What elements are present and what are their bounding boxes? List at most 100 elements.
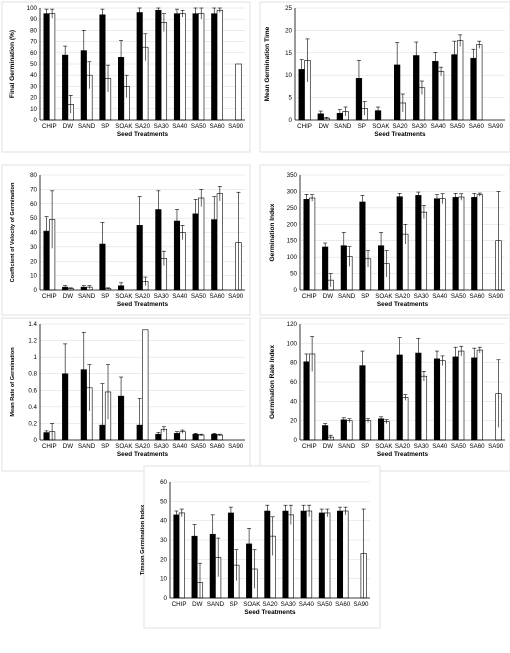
x-tick-label: SA50: [451, 443, 467, 450]
x-tick-label: SA20: [135, 123, 151, 130]
bar-sa60-s1: [337, 510, 343, 599]
x-tick-label: CHIP: [297, 123, 312, 130]
y-tick-label: 20: [290, 418, 297, 425]
bar-sa40-s2: [437, 71, 445, 121]
y-tick-label: 300: [287, 188, 298, 195]
bar-sa50-s1: [318, 512, 325, 599]
bar-chip-s1: [173, 514, 180, 599]
x-tick-label: SA50: [191, 293, 207, 300]
y-axis-title: Germination Rate Index: [269, 345, 276, 419]
bar-sa60-s1: [471, 197, 478, 291]
y-tick-label: 20: [30, 258, 37, 265]
x-axis-title: Seed Treatments: [117, 451, 169, 458]
bar-sa40-s2: [179, 13, 186, 121]
y-tick-label: 350: [287, 172, 298, 179]
x-tick-label: DW: [323, 293, 333, 300]
chart-panel-5: 0 0.2 0.4 0.6 0.8 1 1.2 1.4 CHIP DW SAND SP SOAK SA20…: [1, 317, 251, 472]
bar-dw-s1: [322, 425, 329, 441]
bar-sa20-s2: [142, 329, 149, 441]
y-tick-label: 50: [30, 215, 37, 222]
bar-sa90-s2: [235, 63, 242, 121]
y-axis-title: Timson Germination Index: [140, 504, 146, 575]
y-tick-label: 25: [285, 5, 292, 12]
x-tick-label: SA30: [154, 293, 170, 300]
x-tick-label: SAND: [78, 293, 96, 300]
x-tick-label: SA20: [135, 443, 151, 450]
x-tick-label: SP: [361, 293, 369, 300]
y-tick-label: 15: [285, 50, 292, 57]
x-tick-label: CHIP: [42, 293, 57, 300]
y-tick-label: 80: [30, 27, 37, 34]
bar-chip-s1: [303, 361, 310, 441]
y-axis-title: Mean Rate of Germination: [10, 347, 16, 417]
y-tick-label: 40: [290, 398, 297, 405]
y-tick-label: 150: [287, 238, 298, 245]
bar-chip-s2: [178, 512, 185, 599]
bar-sa60-s1: [211, 13, 218, 121]
x-tick-label: SA50: [191, 123, 207, 130]
x-tick-label: SP: [101, 123, 109, 130]
x-tick-label: SA90: [228, 293, 244, 300]
bar-sa50-s1: [192, 433, 199, 441]
y-tick-label: 1: [34, 354, 38, 361]
y-tick-label: 0.2: [28, 420, 37, 427]
x-tick-label: SA20: [395, 293, 411, 300]
x-tick-label: SA30: [154, 123, 170, 130]
x-tick-label: DW: [63, 123, 73, 130]
bar-sa50-s1: [452, 356, 459, 441]
x-tick-label: SA90: [488, 123, 504, 130]
y-tick-label: 0: [294, 287, 298, 294]
y-tick-label: 30: [30, 83, 37, 90]
y-tick-label: 60: [290, 379, 297, 386]
bar-sa40-s2: [439, 198, 446, 291]
x-tick-label: DW: [63, 443, 73, 450]
y-tick-label: 20: [30, 95, 37, 102]
bar-chip-s1: [303, 199, 310, 291]
x-tick-label: SP: [230, 601, 238, 608]
bar-sa30-s1: [415, 195, 422, 291]
y-tick-label: 10: [285, 72, 292, 79]
y-tick-label: 70: [30, 186, 37, 193]
bar-sa50-s2: [198, 197, 205, 291]
x-tick-label: SA30: [414, 443, 430, 450]
bar-sa30-s1: [282, 510, 289, 599]
x-axis-title: Seed Treatments: [377, 301, 429, 308]
bar-sa30-s2: [287, 514, 294, 599]
x-tick-label: SA20: [262, 601, 278, 608]
y-tick-label: 50: [160, 498, 167, 505]
bar-sa50-s2: [198, 13, 205, 121]
chart-frame: [1, 317, 251, 472]
bar-chip-s1: [43, 13, 50, 121]
chart-panel-7: 0 10 20 30 40 50 60 CHIP DW SAND SP SOAK SA20 SA30 SA4…: [140, 465, 381, 629]
x-axis-title: Seed Treatments: [117, 301, 169, 308]
x-tick-label: SA90: [228, 123, 244, 130]
chart-panel-3: 0 10 20 30 40 50 60 70 80 CHIP DW SAND SP SOAK SA20 SA3…: [1, 164, 251, 316]
x-tick-label: SOAK: [115, 293, 133, 300]
y-tick-label: 100: [287, 340, 298, 347]
x-tick-label: SOAK: [375, 293, 393, 300]
bar-sa60-s1: [211, 433, 218, 441]
x-tick-label: SA20: [135, 293, 151, 300]
bar-sp-s2: [364, 420, 372, 441]
x-tick-label: CHIP: [302, 293, 317, 300]
bar-sand-s1: [340, 419, 347, 441]
bar-sa50-s2: [458, 196, 465, 291]
x-tick-label: SOAK: [372, 123, 390, 130]
bar-sa30-s2: [420, 211, 428, 291]
y-tick-label: 20: [160, 556, 167, 563]
x-tick-label: SOAK: [115, 443, 133, 450]
chart-frame: [1, 1, 251, 153]
x-tick-label: SA90: [228, 443, 244, 450]
x-tick-label: SA20: [395, 443, 411, 450]
x-tick-label: SA90: [488, 293, 504, 300]
y-tick-label: 0.6: [28, 387, 37, 394]
x-tick-label: CHIP: [42, 443, 57, 450]
y-tick-label: 30: [30, 244, 37, 251]
x-tick-label: SA50: [191, 443, 207, 450]
x-tick-label: SP: [101, 443, 109, 450]
bar-sp-s1: [227, 512, 234, 599]
x-tick-label: SAND: [338, 443, 356, 450]
x-axis-title: Seed Treatments: [374, 131, 426, 138]
